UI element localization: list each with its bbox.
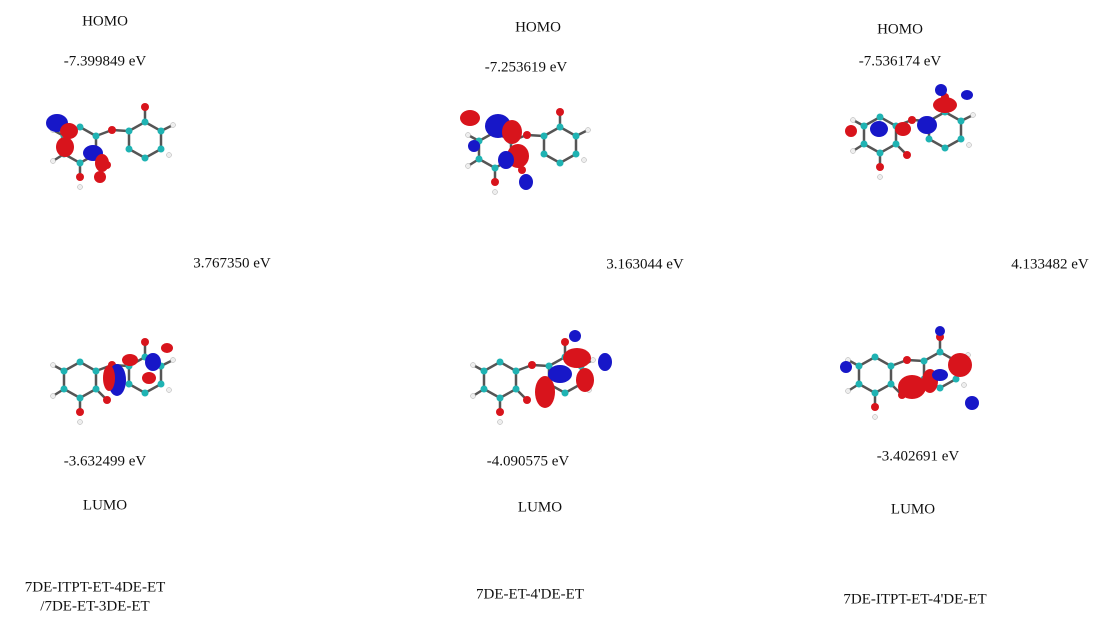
lumo-label: LUMO (83, 497, 127, 513)
figure-canvas: HOMO -7.399849 eV 3.767350 eV -3.632499 … (0, 0, 1095, 617)
lumo-energy: -3.632499 eV (64, 453, 147, 469)
compound-name: /7DE-ET-3DE-ET (40, 598, 149, 614)
homo-energy: -7.399849 eV (64, 53, 147, 69)
compound-name: 7DE-ITPT-ET-4'DE-ET (843, 591, 986, 607)
figure: HOMO -7.399849 eV 3.767350 eV -3.632499 … (0, 0, 1095, 617)
lumo-orbital (51, 338, 176, 425)
homo-energy: -7.253619 eV (485, 59, 568, 75)
homo-energy: -7.536174 eV (859, 53, 942, 69)
lumo-orbital (840, 326, 979, 420)
homo-orbital (460, 108, 591, 195)
lumo-label: LUMO (518, 499, 562, 515)
compound-name: 7DE-ET-4'DE-ET (476, 586, 584, 602)
energy-gap: 3.767350 eV (193, 255, 271, 271)
lumo-orbital (471, 330, 613, 425)
lumo-energy: -4.090575 eV (487, 453, 570, 469)
energy-gap: 4.133482 eV (1011, 256, 1089, 272)
homo-label: HOMO (877, 21, 923, 37)
homo-label: HOMO (515, 19, 561, 35)
lumo-energy: -3.402691 eV (877, 448, 960, 464)
homo-orbital (46, 103, 176, 190)
homo-orbital (845, 84, 976, 180)
compound-name: 7DE-ITPT-ET-4DE-ET (25, 579, 166, 595)
lumo-label: LUMO (891, 501, 935, 517)
homo-label: HOMO (82, 13, 128, 29)
energy-gap: 3.163044 eV (606, 256, 684, 272)
